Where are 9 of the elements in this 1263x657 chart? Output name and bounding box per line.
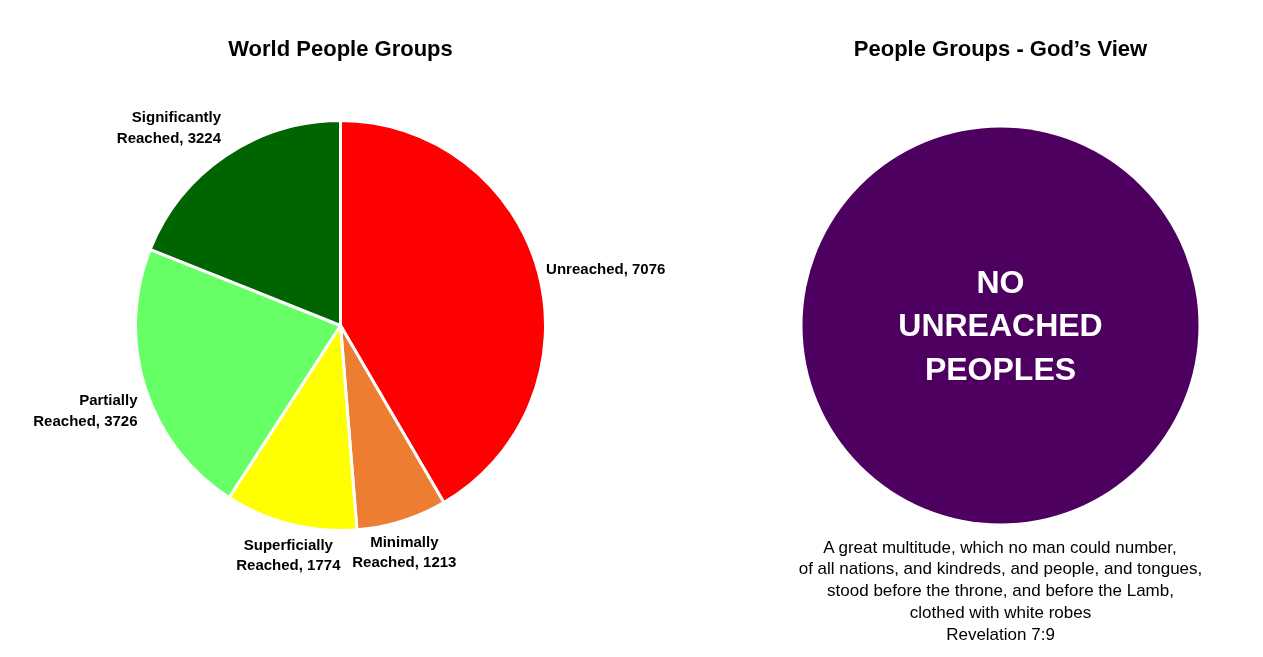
chart-title: World People Groups [228, 36, 453, 61]
slice-label: Significantly Reached, 3224 [116, 108, 222, 146]
chart-title: People Groups - God’s View [853, 36, 1149, 61]
text: A great multitude, which no man could number, of all nations, and kindreds, and people, and tongues, stood before the throne, and before the Lamb, clothed with white robes Revelation 7:9 [798, 537, 1203, 644]
slice-label: Partially Reached, 3726 [33, 391, 139, 429]
slice-label: Unreached, 7076 [546, 260, 666, 278]
slice-label: Superficially Reached, 1774 [236, 535, 342, 574]
slice-label: Minimally Reached, 1213 [352, 532, 457, 570]
text: NO UNREACHED PEOPLES [898, 264, 1103, 387]
